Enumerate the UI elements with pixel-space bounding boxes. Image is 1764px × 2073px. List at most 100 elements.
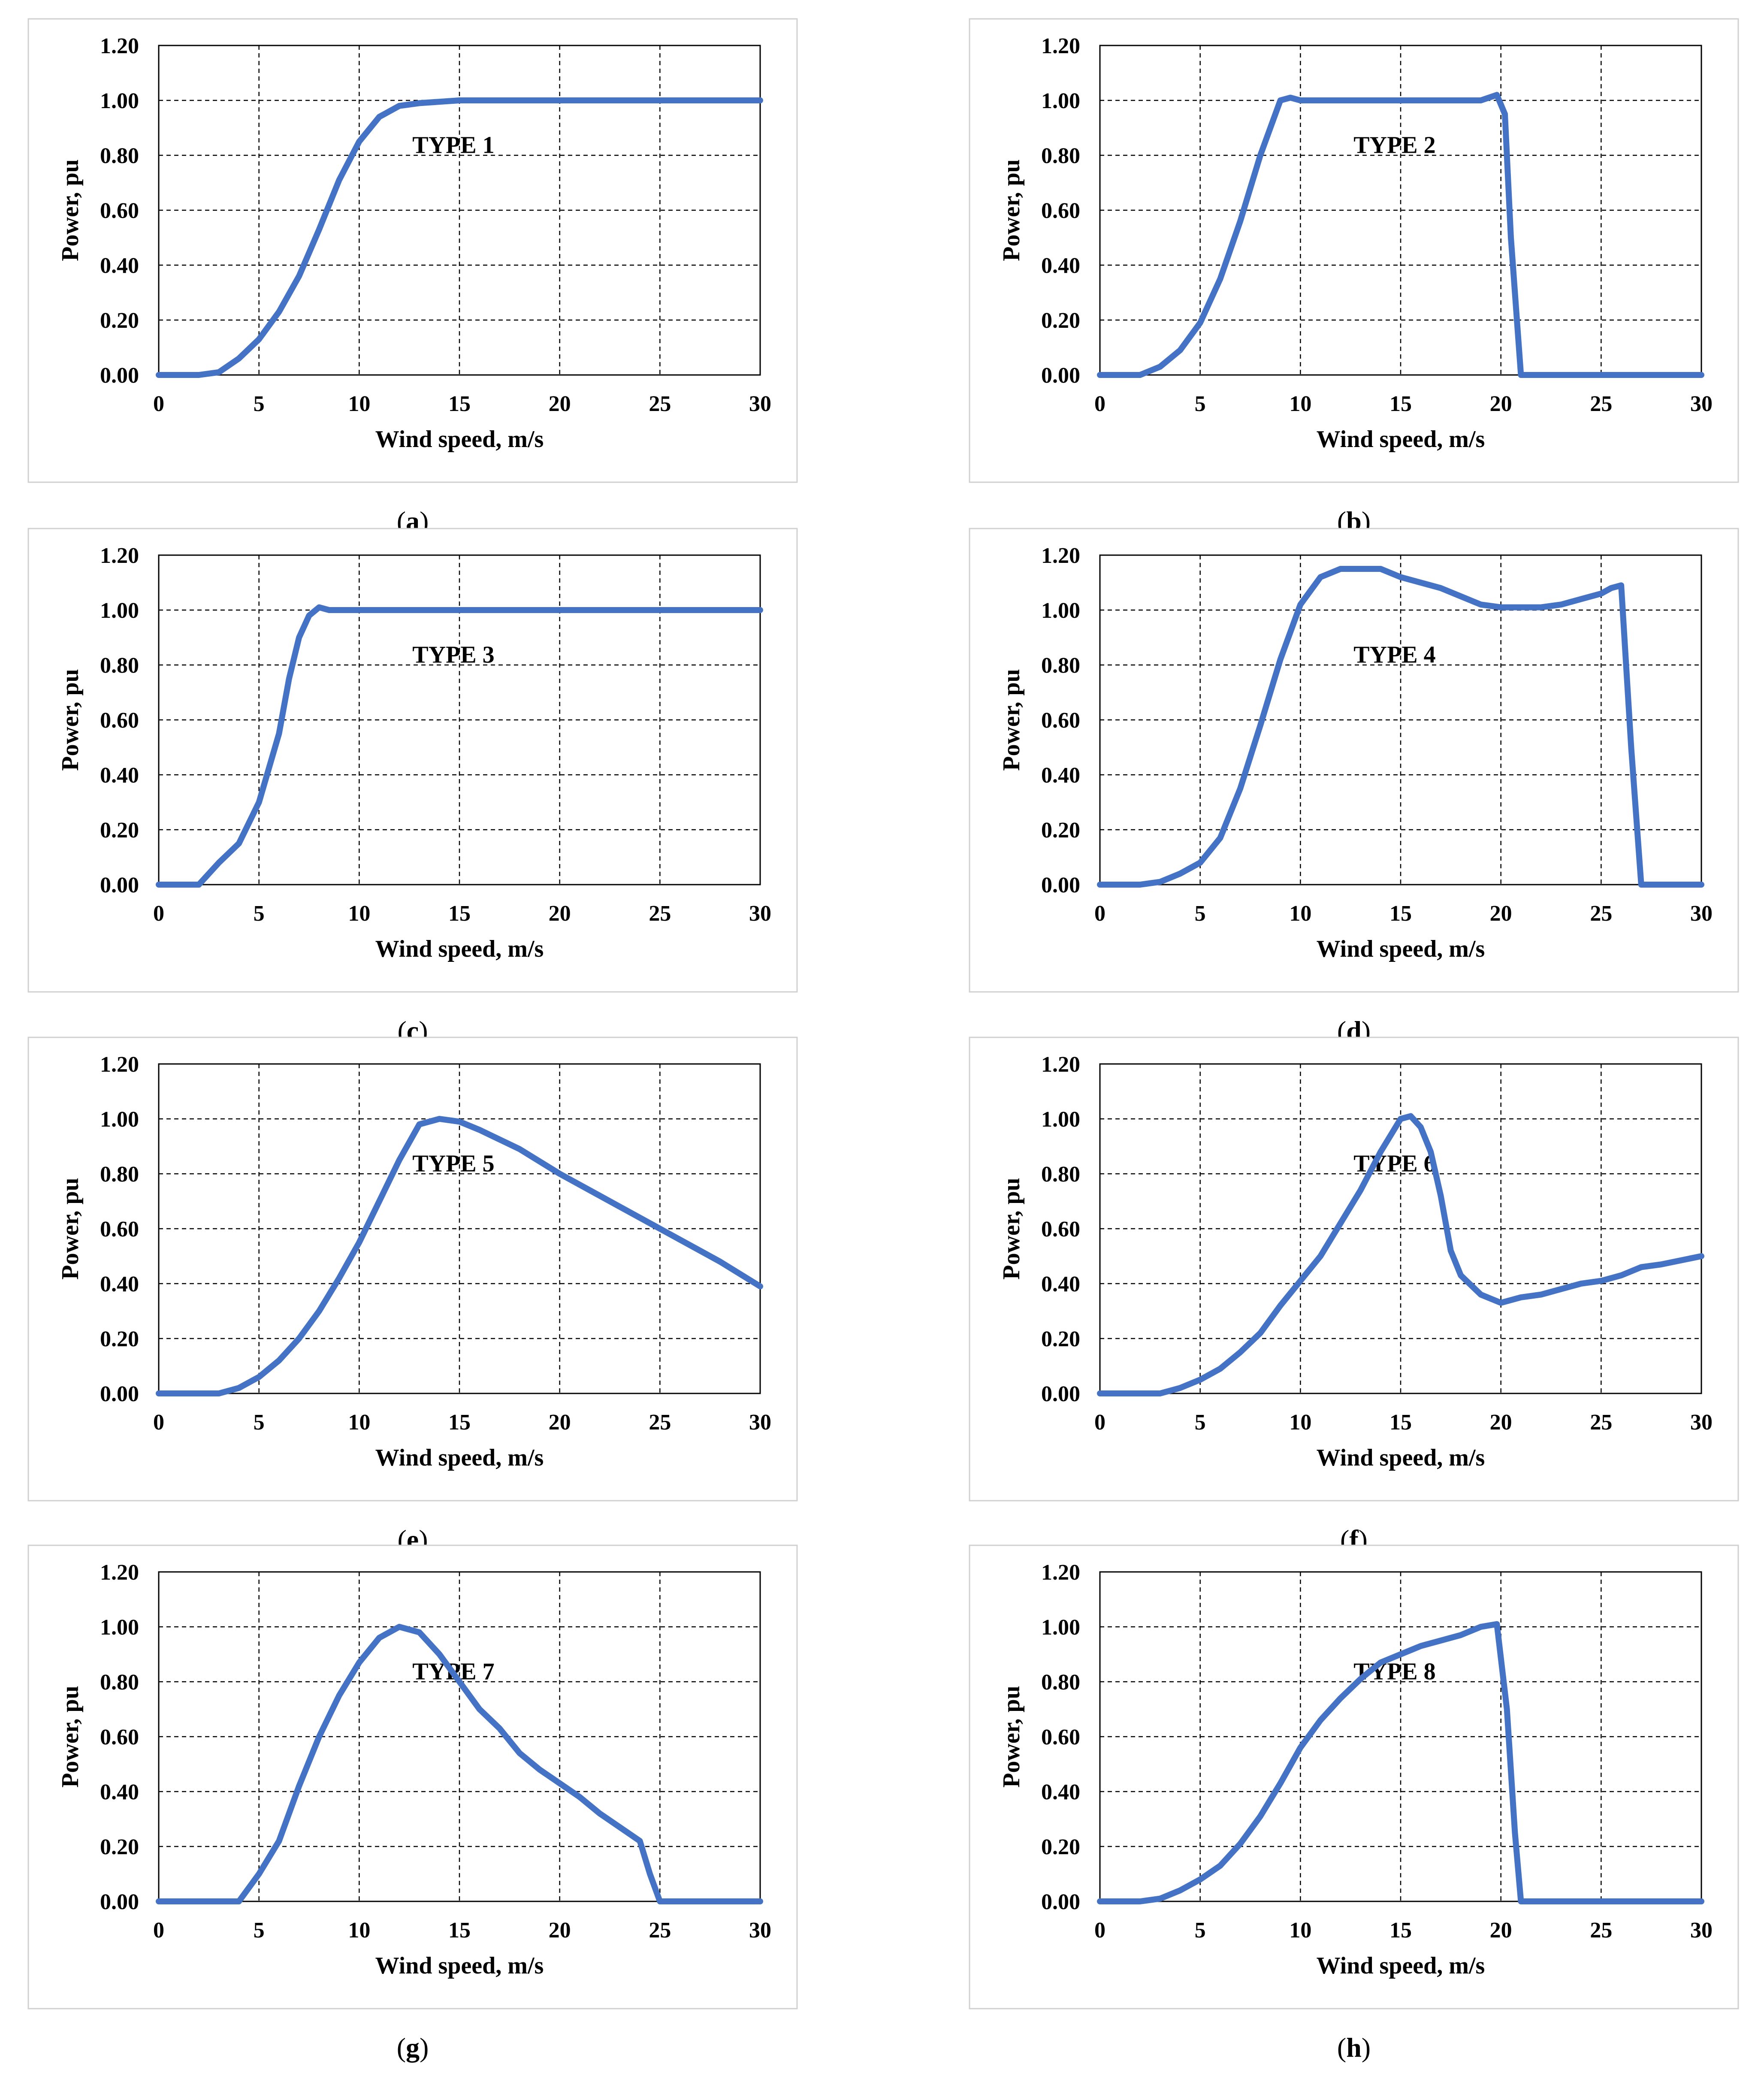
plot-area-border (158, 554, 761, 885)
data-point (1139, 1901, 1140, 1902)
x-tick-label: 20 (1490, 1410, 1512, 1435)
y-tick-label: 0.80 (1041, 144, 1080, 168)
data-point (158, 1901, 159, 1902)
data-point (1360, 1190, 1361, 1191)
y-tick-label: 1.00 (1041, 89, 1080, 113)
x-tick-label: 25 (649, 1918, 671, 1943)
series-line (156, 604, 763, 888)
data-point (1520, 607, 1521, 608)
x-tick-label: 30 (1690, 901, 1713, 926)
data-point (1450, 1250, 1451, 1251)
panel-frame (27, 1544, 798, 2010)
data-point (1300, 604, 1301, 605)
data-point (1320, 1720, 1321, 1721)
data-point (1621, 1275, 1622, 1276)
y-tick-label: 0.80 (100, 1670, 139, 1695)
data-point (1280, 1783, 1281, 1784)
data-point (1540, 1294, 1541, 1295)
y-tick-label: 0.20 (1041, 818, 1080, 843)
data-point (158, 884, 159, 885)
data-point (218, 1901, 219, 1902)
data-point (1430, 1151, 1431, 1152)
plot-area-border (158, 1571, 761, 1902)
data-point (439, 1118, 440, 1119)
data-point (1340, 568, 1341, 569)
x-tick-label: 30 (749, 901, 771, 926)
data-point (499, 1728, 500, 1729)
data-point (419, 1632, 420, 1633)
data-point (1510, 237, 1511, 238)
data-point (1540, 607, 1541, 608)
x-tick-label: 10 (1289, 392, 1311, 416)
y-tick-label: 1.00 (100, 89, 139, 113)
data-point (519, 100, 520, 101)
data-point (479, 100, 480, 101)
y-tick-label: 1.00 (100, 1107, 139, 1132)
x-tick-label: 30 (1690, 1918, 1713, 1943)
data-point (399, 1626, 400, 1627)
y-tick-label: 1.20 (1041, 1560, 1080, 1585)
y-tick-label: 0.20 (100, 818, 139, 843)
y-tick-label: 0.20 (100, 308, 139, 333)
data-point (1380, 1151, 1381, 1152)
x-axis-title: Wind speed, m/s (375, 1952, 544, 1979)
data-point (439, 101, 440, 102)
data-point (619, 1827, 620, 1828)
chart-panel-c: 0 5 10 15 20 25 30 0.00 0.20 0.40 0.60 0.80 1.00 1.20… (27, 528, 798, 993)
data-point (1260, 725, 1261, 726)
data-point (1099, 884, 1100, 885)
x-tick-label: 0 (153, 392, 164, 416)
panel-frame (27, 528, 798, 993)
type-annotation: TYPE 1 (412, 132, 494, 158)
y-axis-title: Power, pu (57, 1178, 84, 1280)
data-point (659, 1901, 660, 1902)
data-point (289, 678, 290, 679)
data-point (599, 1813, 600, 1814)
data-point (1460, 100, 1461, 101)
data-point (1400, 1654, 1401, 1655)
type-annotation: TYPE 3 (412, 641, 494, 668)
y-tick-label: 1.00 (1041, 598, 1080, 623)
data-point (1200, 862, 1201, 863)
x-tick-label: 20 (1490, 1918, 1512, 1943)
x-tick-label: 20 (1490, 392, 1512, 416)
plot-area-border (1099, 1571, 1702, 1902)
data-point (319, 229, 320, 230)
data-point (1300, 1747, 1301, 1748)
data-point (1460, 1275, 1461, 1276)
data-point (1200, 1879, 1201, 1880)
data-point (760, 100, 761, 101)
data-point (1440, 1640, 1441, 1641)
data-point (459, 1121, 460, 1122)
y-axis-title: Power, pu (57, 1686, 84, 1788)
data-point (559, 100, 560, 101)
data-point (1520, 1297, 1521, 1298)
x-tick-label: 5 (1195, 1918, 1206, 1943)
y-tick-label: 0.20 (1041, 1327, 1080, 1351)
x-tick-label: 20 (549, 392, 571, 416)
panel-caption: (h) (1337, 2032, 1371, 2063)
data-point (1240, 221, 1241, 222)
x-tick-label: 15 (448, 901, 471, 926)
plot-area-border (1099, 554, 1702, 885)
y-tick-label: 0.80 (100, 653, 139, 678)
x-tick-label: 10 (348, 1918, 370, 1943)
chart-panel-f: 0 5 10 15 20 25 30 0.00 0.20 0.40 0.60 0.80 1.00 1.20… (969, 1036, 1739, 1502)
data-point (1581, 598, 1582, 599)
data-point (519, 1148, 520, 1149)
y-axis-title: Power, pu (57, 669, 84, 771)
y-axis-title: Power, pu (998, 669, 1025, 771)
x-tick-label: 25 (649, 392, 671, 416)
y-tick-label: 0.80 (1041, 1670, 1080, 1695)
x-tick-label: 5 (1195, 901, 1206, 926)
x-tick-label: 25 (649, 901, 671, 926)
data-point (1440, 588, 1441, 589)
x-tick-label: 0 (153, 1918, 164, 1943)
y-tick-label: 0.40 (1041, 1780, 1080, 1804)
data-point (278, 1840, 279, 1841)
panel-frame (969, 18, 1739, 483)
data-point (1400, 1118, 1401, 1119)
plot-area-border (158, 1063, 761, 1394)
data-point (1480, 1294, 1481, 1295)
data-point (1540, 1901, 1541, 1902)
